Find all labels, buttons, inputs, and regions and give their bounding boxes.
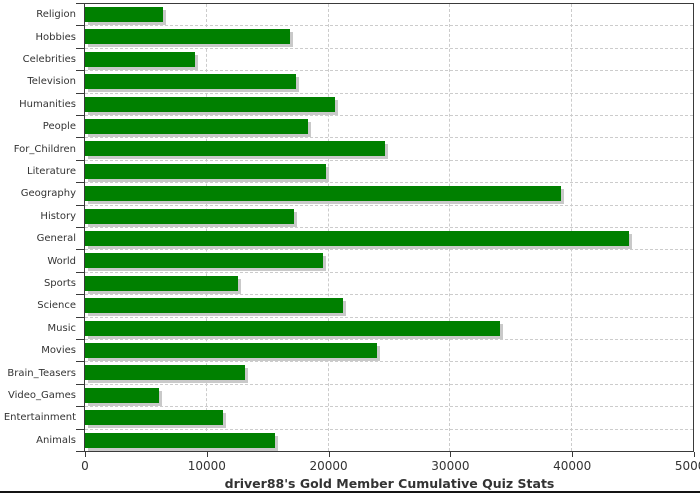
category-label: Humanities xyxy=(19,98,76,110)
bar-animals xyxy=(85,432,275,448)
bar-sports xyxy=(85,275,239,291)
gridline-horizontal xyxy=(85,47,693,49)
y-axis-tick xyxy=(76,361,85,363)
category-label: Science xyxy=(37,300,76,312)
x-axis-tick xyxy=(85,452,86,457)
y-axis-tick xyxy=(76,3,85,4)
bar-literature xyxy=(85,163,327,179)
bar-geography xyxy=(85,186,562,202)
x-axis-tick xyxy=(206,452,208,457)
category-label: Brain_Teasers xyxy=(7,367,76,379)
category-label: Celebrities xyxy=(22,54,76,65)
bar-entertainment xyxy=(85,410,223,426)
bar-music xyxy=(85,320,501,336)
gridline-horizontal xyxy=(85,25,693,27)
y-axis-tick xyxy=(76,47,85,49)
gridline-horizontal xyxy=(85,137,693,139)
y-axis-tick xyxy=(76,159,85,161)
bar-general xyxy=(85,231,630,246)
gridline-horizontal xyxy=(85,383,693,385)
x-axis-tick xyxy=(572,452,574,457)
x-tick-label: 0 xyxy=(81,459,89,473)
x-tick-label: 10000 xyxy=(187,459,226,473)
y-axis-tick xyxy=(76,451,85,452)
y-axis-tick xyxy=(76,406,85,408)
y-axis-tick xyxy=(76,70,85,72)
category-label: Video_Games xyxy=(8,390,76,401)
gridline-horizontal xyxy=(85,227,693,228)
category-label: Hobbies xyxy=(35,31,76,43)
gridline-horizontal xyxy=(85,182,693,184)
chart-title: driver88's Gold Member Cumulative Quiz S… xyxy=(224,476,555,491)
category-label: History xyxy=(40,210,76,222)
category-label: Religion xyxy=(36,9,76,21)
gridline-horizontal xyxy=(85,159,693,161)
gridline-horizontal xyxy=(85,294,693,296)
category-label: General xyxy=(36,233,76,245)
bar-history xyxy=(85,208,295,224)
y-axis-tick xyxy=(76,227,85,228)
category-label: Literature xyxy=(27,166,76,177)
gridline-horizontal xyxy=(85,339,693,340)
y-axis-tick xyxy=(76,115,85,116)
gridline-horizontal xyxy=(85,428,693,430)
category-label: Music xyxy=(47,322,76,334)
gridline-horizontal xyxy=(85,115,693,116)
bar-world xyxy=(85,253,323,269)
y-axis-tick xyxy=(76,92,85,94)
x-tick-label: 40000 xyxy=(553,459,592,473)
gridline-horizontal xyxy=(85,92,693,94)
gridline-horizontal xyxy=(85,316,693,318)
gridline-horizontal xyxy=(85,406,693,408)
x-tick-label: 30000 xyxy=(431,459,470,473)
bar-movies xyxy=(85,343,378,358)
y-axis-tick xyxy=(76,294,85,296)
gridline-horizontal xyxy=(85,70,693,72)
x-tick-label: 20000 xyxy=(309,459,348,473)
bar-for_children xyxy=(85,141,385,157)
gridline-horizontal xyxy=(85,271,693,273)
category-label: World xyxy=(47,255,76,267)
x-axis-tick xyxy=(328,452,330,457)
y-axis-tick xyxy=(76,316,85,318)
category-label: Animals xyxy=(36,434,76,446)
bar-science xyxy=(85,298,344,314)
y-axis-tick xyxy=(76,249,85,251)
x-axis-tick xyxy=(694,452,695,457)
bar-people xyxy=(85,119,308,134)
category-label: People xyxy=(42,121,76,133)
category-label: Entertainment xyxy=(3,412,76,424)
y-axis-tick xyxy=(76,271,85,273)
x-axis-tick xyxy=(450,452,452,457)
bar-video_games xyxy=(85,387,160,403)
x-tick-label: 50000 xyxy=(674,459,700,473)
bar-television xyxy=(85,74,296,90)
category-label: For_Children xyxy=(13,143,76,155)
gridline-horizontal xyxy=(85,249,693,251)
bar-hobbies xyxy=(85,29,290,45)
category-label: Geography xyxy=(20,188,76,200)
bar-celebrities xyxy=(85,51,195,67)
category-label: Movies xyxy=(41,345,76,357)
y-axis-tick xyxy=(76,428,85,430)
y-axis-tick xyxy=(76,204,85,206)
y-axis-tick xyxy=(76,339,85,340)
y-axis-tick xyxy=(76,137,85,139)
gridline-horizontal xyxy=(85,361,693,363)
y-axis-tick xyxy=(76,25,85,27)
y-axis-tick xyxy=(76,182,85,184)
bar-religion xyxy=(85,7,163,22)
category-label: Television xyxy=(27,76,76,88)
gridline-horizontal xyxy=(85,204,693,206)
bar-brain_teasers xyxy=(85,365,245,381)
plot-area xyxy=(84,3,694,452)
bottom-divider xyxy=(0,491,700,493)
bar-humanities xyxy=(85,96,335,112)
category-label: Sports xyxy=(43,278,76,289)
y-axis-tick xyxy=(76,383,85,385)
